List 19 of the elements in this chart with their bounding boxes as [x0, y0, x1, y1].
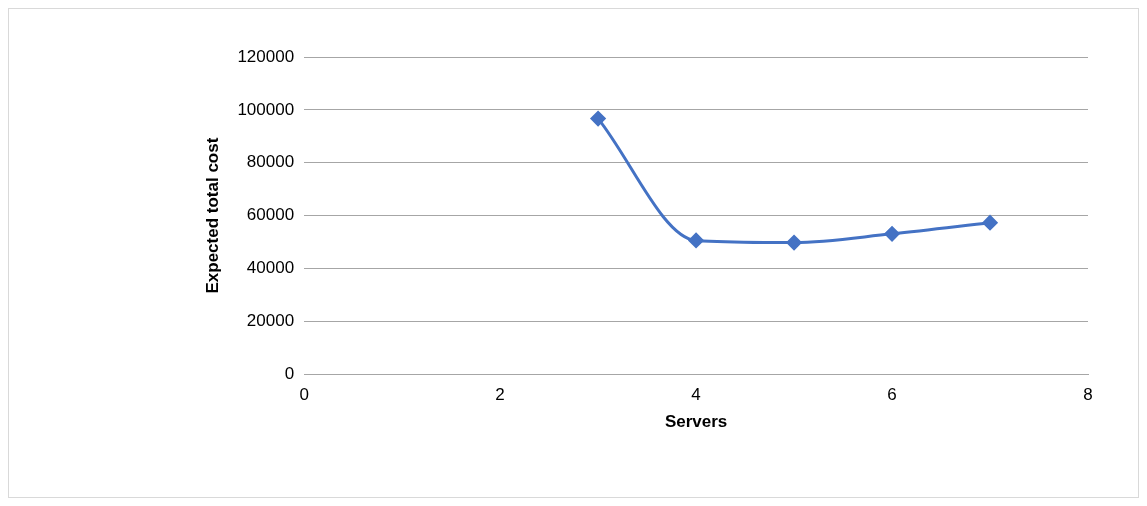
x-tick-label: 0 [299, 385, 309, 405]
point [590, 111, 606, 127]
y-tick-label: 80000 [246, 152, 295, 172]
x-tick-label: 4 [691, 385, 701, 405]
y-tick-label: 100000 [237, 99, 295, 119]
point [786, 235, 802, 251]
point [884, 226, 900, 242]
x-tick-label: 8 [1083, 385, 1093, 405]
x-axis-title: Servers [664, 412, 728, 432]
y-axis-title: Expected total cost [202, 137, 222, 294]
y-tick-label: 120000 [237, 46, 295, 66]
y-tick-label: 0 [284, 363, 295, 383]
point [982, 215, 998, 231]
y-tick-label: 60000 [246, 205, 295, 225]
x-tick-label: 2 [495, 385, 505, 405]
y-tick-label: 40000 [246, 258, 295, 278]
y-tick-label: 20000 [246, 311, 295, 331]
point [688, 232, 704, 248]
x-tick-label: 6 [887, 385, 897, 405]
